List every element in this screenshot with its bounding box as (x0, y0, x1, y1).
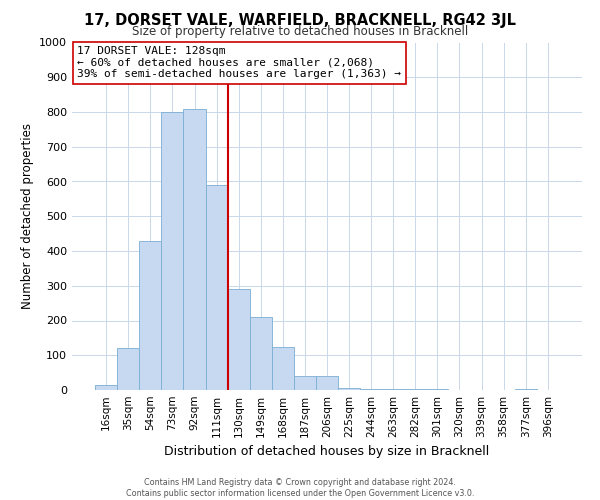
Bar (338, 388, 360, 390)
Y-axis label: Number of detached properties: Number of detached properties (20, 123, 34, 309)
Bar (316, 376, 338, 390)
Bar (360, 389, 382, 390)
Text: Size of property relative to detached houses in Bracknell: Size of property relative to detached ho… (132, 25, 468, 38)
Bar (206, 185, 227, 390)
Bar (250, 317, 272, 390)
Bar (272, 346, 294, 390)
Bar (227, 289, 250, 390)
Bar (161, 112, 184, 390)
X-axis label: Distribution of detached houses by size in Bracknell: Distribution of detached houses by size … (164, 446, 490, 458)
Bar (139, 240, 161, 390)
Text: 17 DORSET VALE: 128sqm
← 60% of detached houses are smaller (2,068)
39% of semi-: 17 DORSET VALE: 128sqm ← 60% of detached… (77, 46, 401, 79)
Bar (117, 348, 139, 390)
Bar (515, 389, 537, 390)
Text: Contains HM Land Registry data © Crown copyright and database right 2024.
Contai: Contains HM Land Registry data © Crown c… (126, 478, 474, 498)
Bar (294, 376, 316, 390)
Bar (95, 385, 117, 390)
Bar (184, 108, 206, 390)
Text: 17, DORSET VALE, WARFIELD, BRACKNELL, RG42 3JL: 17, DORSET VALE, WARFIELD, BRACKNELL, RG… (84, 12, 516, 28)
